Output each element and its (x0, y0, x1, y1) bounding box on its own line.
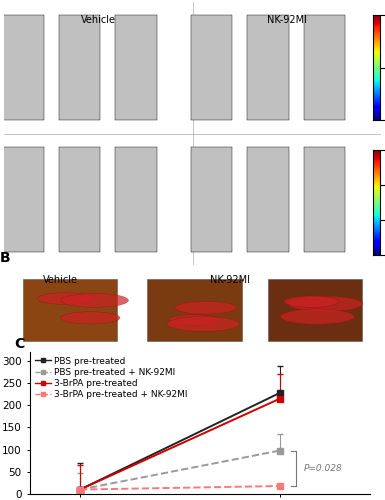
Text: B: B (0, 252, 11, 266)
Bar (247, 146, 289, 252)
Bar (191, 15, 232, 120)
Bar (115, 15, 157, 120)
Circle shape (156, 296, 231, 312)
Circle shape (298, 307, 355, 318)
Circle shape (58, 320, 112, 332)
Legend: PBS pre-treated, PBS pre-treated + NK-92MI, 3-BrPA pre-treated, 3-BrPA pre-treat: PBS pre-treated, PBS pre-treated + NK-92… (35, 356, 188, 400)
Text: C: C (15, 336, 25, 350)
Text: Vehicle: Vehicle (43, 275, 78, 285)
Bar (59, 15, 100, 120)
Bar (304, 15, 345, 120)
Bar (268, 278, 362, 341)
Circle shape (24, 305, 89, 318)
Circle shape (284, 301, 357, 316)
Bar (191, 146, 232, 252)
Circle shape (166, 295, 239, 310)
Text: NK-92MI: NK-92MI (210, 275, 250, 285)
Circle shape (57, 292, 131, 308)
Bar (147, 278, 241, 341)
Circle shape (161, 318, 221, 331)
Bar (23, 278, 117, 341)
Bar (59, 146, 100, 252)
Bar (247, 15, 289, 120)
Bar (2, 15, 44, 120)
Text: Vehicle: Vehicle (81, 15, 116, 25)
Bar (304, 146, 345, 252)
Bar (115, 146, 157, 252)
Text: NK-92MI: NK-92MI (267, 15, 307, 25)
Bar (2, 146, 44, 252)
Text: P=0.028: P=0.028 (304, 464, 343, 473)
Circle shape (287, 296, 347, 309)
